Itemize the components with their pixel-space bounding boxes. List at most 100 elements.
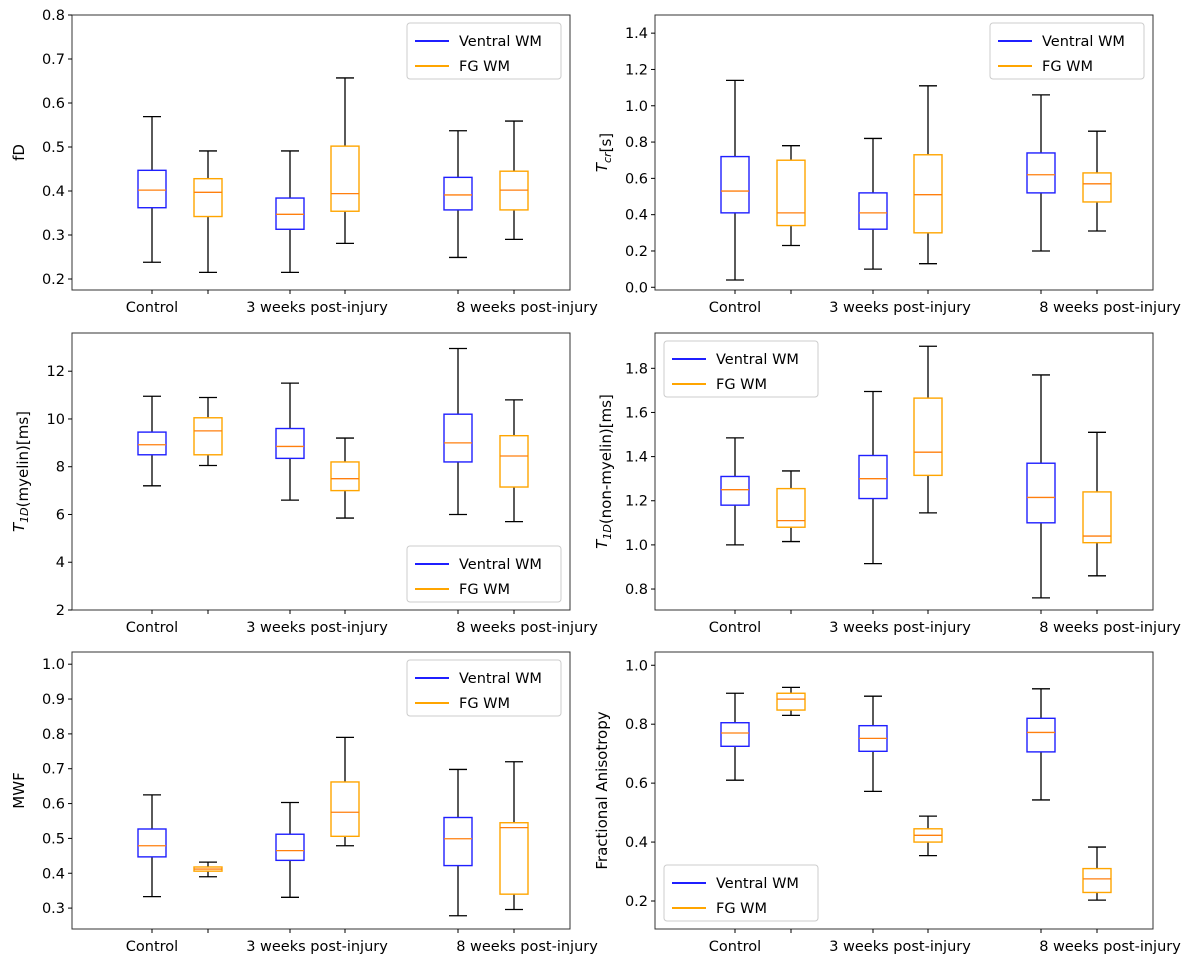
y-tick-label: 10 — [47, 412, 65, 428]
y-tick-label: 0.6 — [42, 96, 65, 112]
y-tick-label: 4 — [56, 555, 65, 571]
box-iqr — [499, 434, 529, 488]
y-axis-label-part: T — [10, 521, 28, 532]
box-fg-2 — [499, 120, 529, 241]
box-iqr — [1082, 172, 1112, 203]
legend-label: FG WM — [459, 59, 510, 75]
panel-3: 2 4 6 8 10 12 Control 3 weeks post-injury 8 week… — [10, 332, 598, 636]
box-iqr — [193, 177, 223, 218]
y-tick-label: 0.6 — [42, 797, 65, 813]
y-tick-label: 1.4 — [625, 26, 648, 42]
panel-2: 0.0 0.2 0.4 0.6 0.8 1.0 1.2 1.4 Control 3 weeks p… — [593, 14, 1181, 316]
y-tick-label: 0.8 — [625, 582, 648, 598]
box-iqr — [776, 487, 806, 528]
y-tick-label: 0.8 — [625, 717, 648, 733]
box-iqr — [330, 145, 360, 212]
y-tick-label: 0.5 — [42, 140, 65, 156]
box-iqr — [443, 176, 473, 211]
x-tick-label: 8 weeks post-injury — [1039, 620, 1181, 636]
box-ventral-2 — [1026, 94, 1056, 252]
box-fg-0 — [193, 150, 223, 274]
y-tick-label: 0.4 — [625, 835, 648, 851]
box-iqr — [137, 169, 167, 209]
y-tick-label: 0.6 — [625, 171, 648, 187]
y-tick-label: 0.4 — [625, 208, 648, 224]
axes-frame — [71, 332, 571, 611]
box-iqr — [330, 461, 360, 492]
box-fg-1 — [913, 815, 943, 857]
legend-label: FG WM — [716, 377, 767, 393]
box-iqr — [1026, 717, 1056, 753]
y-tick-label: 0.8 — [625, 135, 648, 151]
x-tick-label: 3 weeks post-injury — [829, 300, 971, 316]
box-iqr — [275, 833, 305, 862]
box-fg-2 — [1082, 431, 1112, 577]
axes-frame — [71, 651, 571, 930]
box-fg-1 — [913, 345, 943, 514]
y-tick-label: 0.0 — [625, 280, 648, 296]
y-tick-label: 1.0 — [625, 99, 648, 115]
x-tick-label: 3 weeks post-injury — [246, 300, 388, 316]
box-iqr — [776, 692, 806, 711]
box-ventral-0 — [137, 794, 167, 898]
x-tick-label: 8 weeks post-injury — [1039, 939, 1181, 955]
box-iqr — [1026, 462, 1056, 524]
legend-label: Ventral WM — [459, 34, 542, 50]
y-tick-label: 1.2 — [625, 494, 648, 510]
legend: Ventral WM FG WM — [406, 545, 562, 603]
box-iqr — [1082, 867, 1112, 894]
box-fg-0 — [193, 861, 223, 878]
y-tick-label: 6 — [56, 507, 65, 523]
y-axis-label: fD — [10, 144, 28, 161]
axes-frame — [654, 14, 1154, 291]
y-axis-label-part: T — [593, 161, 611, 172]
y-axis-label-part: cr — [601, 151, 614, 163]
y-axis-label-part: 1D — [18, 507, 31, 522]
x-tick-label: Control — [709, 620, 761, 636]
box-iqr — [275, 427, 305, 460]
box-ventral-1 — [275, 150, 305, 274]
box-iqr — [1026, 152, 1056, 194]
box-ventral-0 — [137, 115, 167, 263]
y-tick-label: 12 — [47, 364, 65, 380]
box-ventral-2 — [1026, 688, 1056, 801]
y-tick-label: 8 — [56, 460, 65, 476]
y-tick-label: 0.2 — [625, 244, 648, 260]
box-ventral-0 — [137, 395, 167, 487]
box-ventral-2 — [443, 347, 473, 516]
y-axis-label-part: [s] — [597, 133, 615, 153]
y-axis-label-part: Fractional Anisotropy — [593, 711, 611, 869]
box-fg-0 — [776, 470, 806, 543]
y-tick-label: 0.2 — [42, 272, 65, 288]
box-fg-2 — [1082, 846, 1112, 901]
y-tick-label: 0.3 — [42, 901, 65, 917]
y-tick-label: 0.8 — [42, 8, 65, 24]
legend-label: Ventral WM — [459, 671, 542, 687]
y-tick-label: 0.9 — [42, 692, 65, 708]
y-axis-label-part: MWF — [10, 772, 28, 808]
box-fg-1 — [330, 77, 360, 245]
box-ventral-0 — [720, 79, 750, 281]
box-iqr — [1082, 491, 1112, 544]
legend-label: FG WM — [459, 582, 510, 598]
box-ventral-0 — [720, 692, 750, 781]
y-tick-label: 0.4 — [42, 184, 65, 200]
y-tick-label: 1.4 — [625, 450, 648, 466]
axes-frame — [654, 332, 1154, 611]
box-fg-1 — [913, 85, 943, 265]
box-fg-1 — [330, 736, 360, 847]
x-tick-label: 3 weeks post-injury — [246, 939, 388, 955]
x-tick-label: 3 weeks post-injury — [829, 939, 971, 955]
box-ventral-1 — [275, 382, 305, 501]
box-ventral-1 — [275, 801, 305, 898]
y-axis-label: T1D(myelin)[ms] — [10, 411, 32, 532]
box-iqr — [443, 413, 473, 463]
y-tick-label: 0.6 — [625, 776, 648, 792]
y-tick-label: 1.0 — [625, 658, 648, 674]
box-iqr — [858, 192, 888, 230]
x-tick-label: Control — [709, 300, 761, 316]
box-iqr — [330, 781, 360, 838]
panel-5: 0.3 0.4 0.5 0.6 0.7 0.8 0.9 1.0 Control 3 weeks p… — [10, 651, 598, 955]
x-tick-label: 8 weeks post-injury — [456, 300, 598, 316]
x-tick-label: Control — [126, 939, 178, 955]
